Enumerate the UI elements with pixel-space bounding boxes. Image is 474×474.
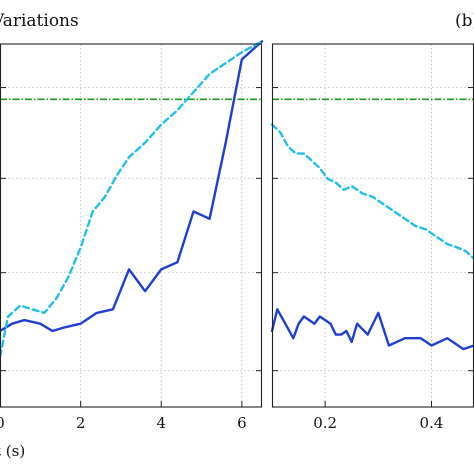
plot-frame [271,43,474,408]
series-line-2 [0,40,264,358]
x-axis-label: t (s) [0,442,25,460]
series-line-1 [270,308,474,351]
x-tick-label: 2 [76,414,86,432]
x-tick-label: 0.2 [313,414,337,432]
panel-a: 0 2 4 6 Variations t (s) [0,11,264,460]
panel-b: 0.2 0.4 (b) [270,11,474,432]
panel-label: (b) [455,11,474,31]
x-tick-label: 6 [237,414,247,432]
x-tick-label: 0.4 [420,414,444,432]
series-line-2 [270,123,474,260]
plot-frame [0,43,263,408]
x-tick-label: 0 [0,414,5,432]
series-line-1 [0,40,264,333]
chart-title: Variations [0,11,79,31]
x-tick-label: 4 [156,414,166,432]
